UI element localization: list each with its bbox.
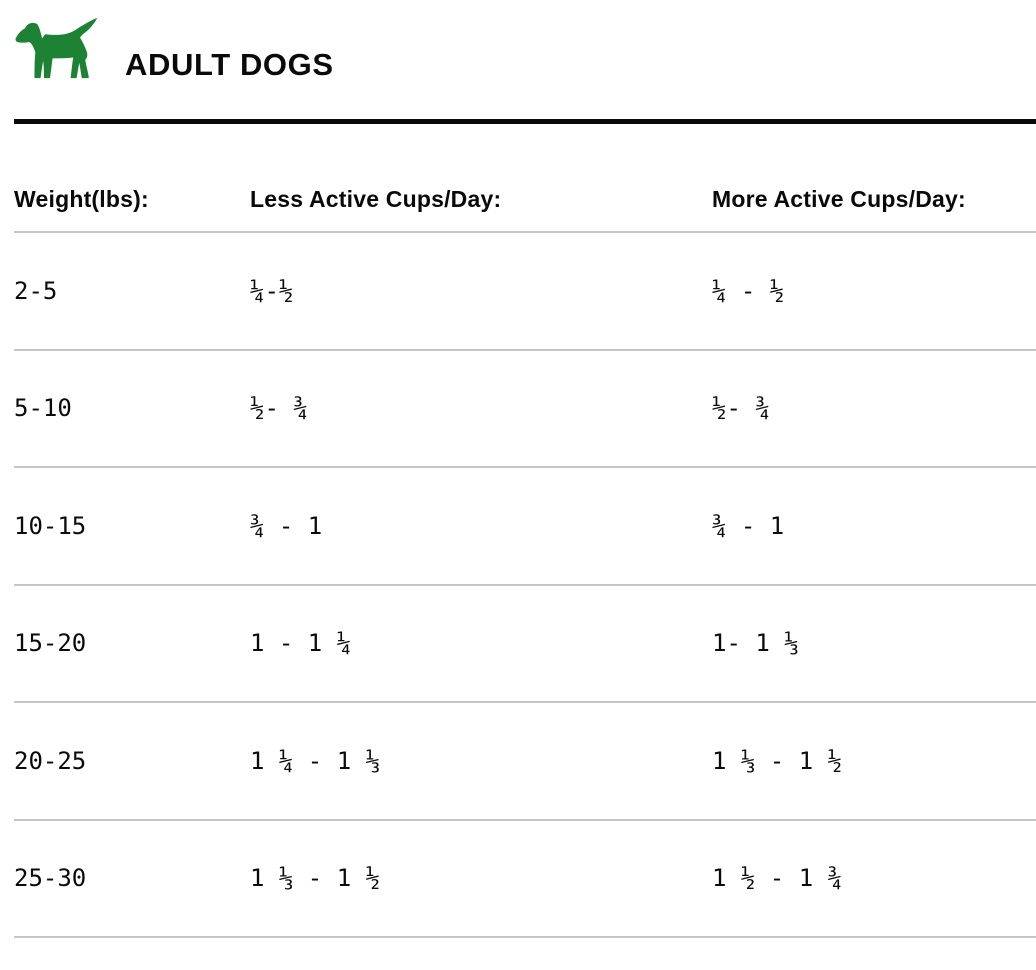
dog-icon <box>13 17 99 79</box>
more-active-cell: ½- ¾ <box>712 394 770 423</box>
more-active-cell: 1 ⅓ - 1 ½ <box>712 746 843 775</box>
less-active-cell: ¼-½ <box>250 276 294 305</box>
header-rule <box>14 119 1036 124</box>
less-active-cell: ½- ¾ <box>250 394 308 423</box>
table-header-row: Weight(lbs): Less Active Cups/Day: More … <box>14 124 1036 233</box>
table-row: 5-10 ½- ¾ ½- ¾ <box>14 351 1036 468</box>
table-row: 2-5 ¼-½ ¼ - ½ <box>14 233 1036 351</box>
weight-cell: 2-5 <box>14 276 58 305</box>
table-row: 10-15 ¾ - 1 ¾ - 1 <box>14 468 1036 586</box>
section-header: ADULT DOGS <box>0 0 1036 119</box>
weight-cell: 25-30 <box>14 864 87 893</box>
table-row: 15-20 1 - 1 ¼ 1- 1 ⅓ <box>14 586 1036 703</box>
section-title: ADULT DOGS <box>125 47 334 82</box>
less-active-cell: 1 ⅓ - 1 ½ <box>250 864 381 893</box>
table-row: 25-30 1 ⅓ - 1 ½ 1 ½ - 1 ¾ <box>14 821 1036 938</box>
less-active-cell: 1 - 1 ¼ <box>250 629 352 658</box>
weight-cell: 15-20 <box>14 629 87 658</box>
more-active-cell: ¼ - ½ <box>712 276 785 305</box>
less-active-cell: ¾ - 1 <box>250 511 323 540</box>
feeding-table: Weight(lbs): Less Active Cups/Day: More … <box>14 124 1036 938</box>
more-active-cell: 1- 1 ⅓ <box>712 629 799 658</box>
column-header-less-active: Less Active Cups/Day: <box>250 186 502 212</box>
more-active-cell: ¾ - 1 <box>712 511 785 540</box>
table-row: 20-25 1 ¼ - 1 ⅓ 1 ⅓ - 1 ½ <box>14 703 1036 821</box>
column-header-weight: Weight(lbs): <box>14 186 149 212</box>
weight-cell: 20-25 <box>14 746 87 775</box>
dog-icon-shape <box>15 17 98 79</box>
more-active-cell: 1 ½ - 1 ¾ <box>712 864 843 893</box>
column-header-more-active: More Active Cups/Day: <box>712 186 966 212</box>
weight-cell: 5-10 <box>14 394 72 423</box>
less-active-cell: 1 ¼ - 1 ⅓ <box>250 746 381 775</box>
weight-cell: 10-15 <box>14 511 87 540</box>
